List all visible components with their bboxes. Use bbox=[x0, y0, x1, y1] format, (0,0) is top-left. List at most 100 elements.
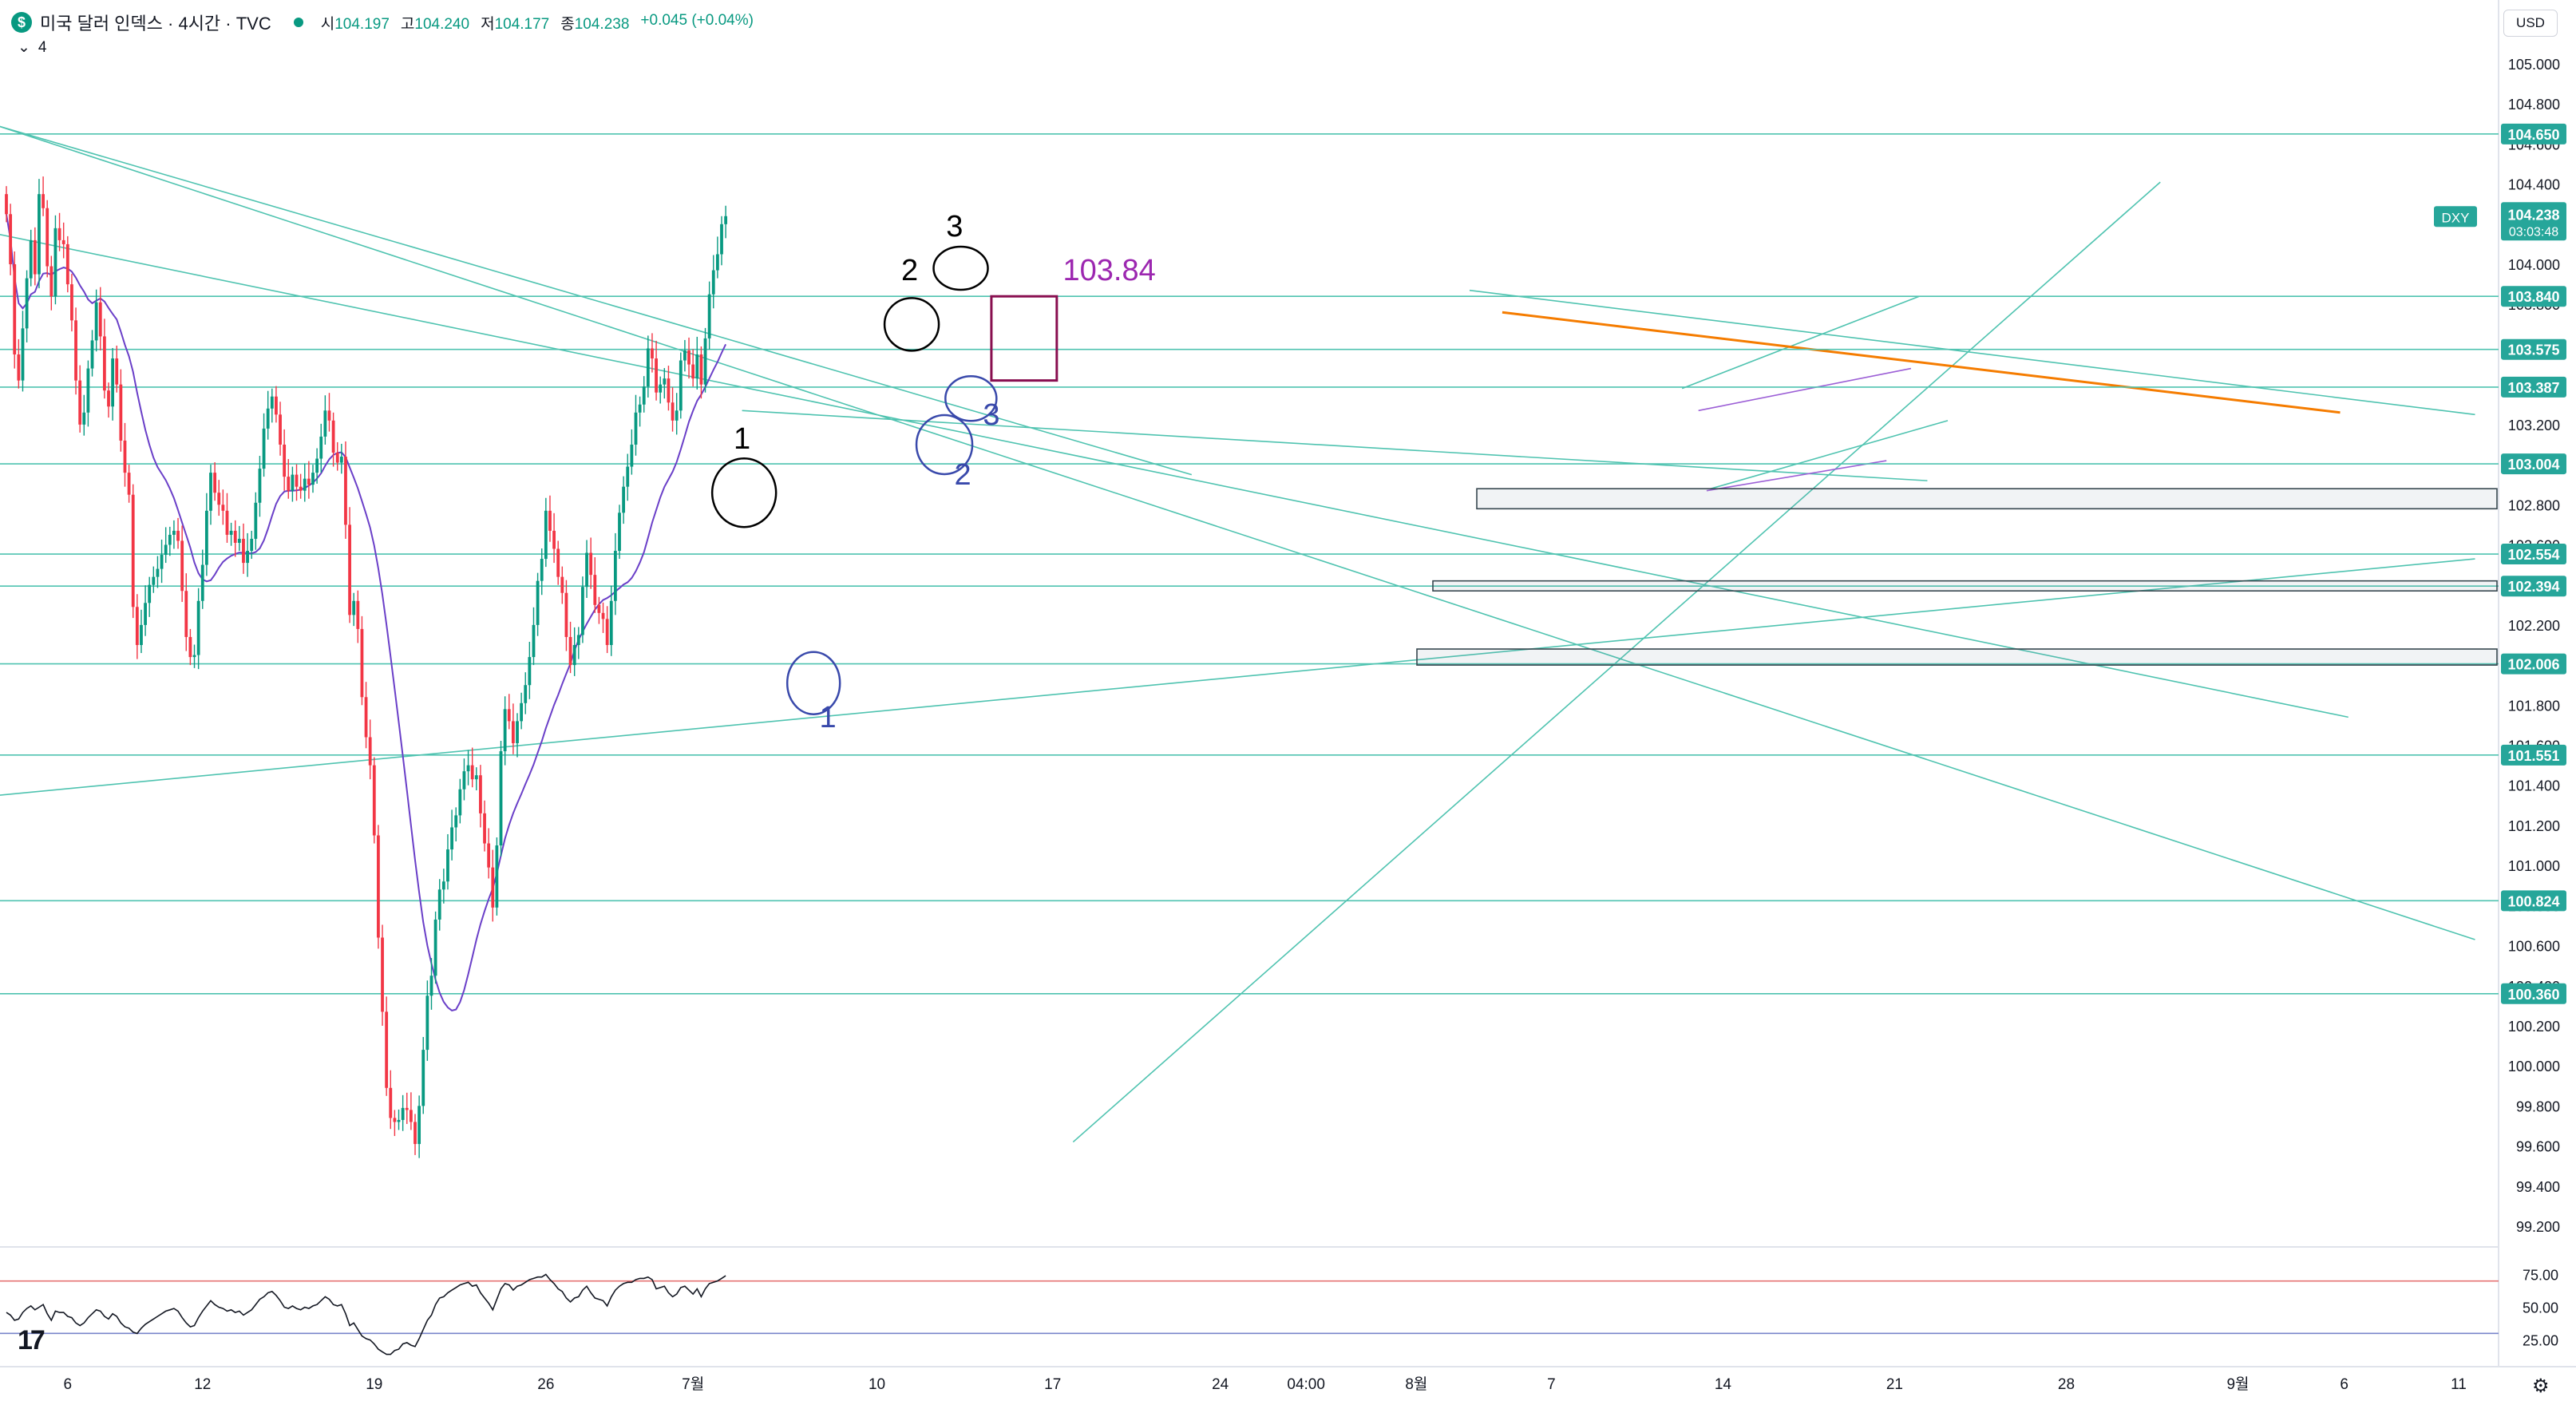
candle-body bbox=[115, 358, 119, 385]
symbol-title[interactable]: 미국 달러 인덱스 · 4시간 · TVC bbox=[40, 14, 271, 34]
candle-body bbox=[466, 765, 470, 772]
candle-body bbox=[536, 580, 540, 625]
current-price-box bbox=[2501, 202, 2566, 241]
candle-body bbox=[458, 789, 462, 816]
candle-body bbox=[572, 645, 576, 666]
candle-body bbox=[315, 458, 319, 473]
candle-body bbox=[576, 635, 580, 645]
candle-body bbox=[724, 216, 728, 224]
level-label-box bbox=[2501, 123, 2566, 144]
candle-body bbox=[671, 402, 675, 421]
candle-body bbox=[707, 294, 711, 338]
close-value: 104.238 bbox=[574, 15, 630, 33]
purple-trendline bbox=[1698, 367, 1912, 412]
candle-body bbox=[196, 600, 200, 655]
low-value: 104.177 bbox=[494, 15, 550, 33]
candle-body bbox=[319, 436, 323, 459]
candle-body bbox=[46, 208, 49, 267]
time-tick-label: 28 bbox=[2058, 1376, 2075, 1393]
indicator-count: 4 bbox=[38, 38, 47, 56]
blue-circle-2 bbox=[915, 414, 974, 476]
candle-body bbox=[70, 284, 73, 321]
candle-body bbox=[275, 396, 278, 415]
candle-body bbox=[568, 636, 572, 666]
candle-body bbox=[287, 477, 291, 491]
candle-body bbox=[25, 278, 29, 329]
candles-layer bbox=[5, 176, 728, 1158]
rsi-line bbox=[6, 1273, 726, 1355]
candle-body bbox=[483, 813, 486, 844]
candle-body bbox=[683, 350, 687, 361]
high-value: 104.240 bbox=[414, 15, 470, 33]
candle-body bbox=[715, 254, 719, 271]
time-tick-label: 19 bbox=[366, 1376, 382, 1393]
candle-body bbox=[479, 775, 482, 813]
symbol-tag-box bbox=[2434, 206, 2477, 228]
candle-body bbox=[695, 354, 699, 379]
target-box-label: 103.84 bbox=[1063, 254, 1156, 287]
candle-body bbox=[246, 551, 249, 564]
price-tick-label: 101.400 bbox=[2508, 778, 2560, 794]
candle-body bbox=[507, 709, 511, 722]
candle-body bbox=[368, 737, 372, 766]
indicators-toggle[interactable]: ⌄ 4 bbox=[18, 38, 47, 57]
candle-body bbox=[364, 697, 368, 738]
descending-trendline bbox=[1469, 289, 2475, 416]
chart-header: $ 미국 달러 인덱스 · 4시간 · TVC 시104.197 고104.24… bbox=[11, 8, 754, 37]
level-label-text: 104.650 bbox=[2507, 127, 2559, 143]
candle-body bbox=[266, 408, 270, 429]
candle-body bbox=[135, 607, 139, 645]
rsi-tick-label: 25.00 bbox=[2523, 1333, 2558, 1349]
horizontal-levels-layer bbox=[0, 133, 2499, 995]
candle-body bbox=[385, 1011, 389, 1088]
candle-body bbox=[111, 358, 115, 407]
channel-line bbox=[1681, 295, 1920, 390]
candle-body bbox=[348, 524, 351, 615]
candle-body bbox=[303, 478, 307, 491]
channel-line bbox=[1710, 420, 1949, 489]
price-tick-label: 99.200 bbox=[2516, 1219, 2560, 1235]
candle-body bbox=[663, 378, 667, 385]
close-label: 종 bbox=[560, 15, 575, 33]
gear-icon[interactable]: ⚙ bbox=[2532, 1375, 2550, 1397]
black-circle-3 bbox=[932, 245, 989, 291]
candle-body bbox=[352, 600, 356, 615]
market-status-dot bbox=[293, 18, 303, 27]
price-tick-label: 99.800 bbox=[2516, 1098, 2560, 1114]
level-label-box bbox=[2501, 338, 2566, 360]
candle-body bbox=[429, 976, 433, 996]
candle-body bbox=[57, 228, 61, 240]
level-label-text: 103.004 bbox=[2507, 457, 2559, 473]
candle-body bbox=[609, 600, 613, 645]
candle-body bbox=[164, 544, 168, 556]
blue-circle-3 bbox=[944, 374, 998, 422]
level-label-box bbox=[2501, 453, 2566, 475]
level-label-box bbox=[2501, 983, 2566, 1004]
tradingview-logo[interactable]: 17 bbox=[18, 1325, 46, 1355]
candle-body bbox=[356, 600, 360, 629]
blue-circle-label-2: 2 bbox=[955, 458, 971, 492]
currency-symbol-badge[interactable]: $ bbox=[11, 12, 32, 33]
candle-body bbox=[528, 657, 532, 686]
currency-button[interactable]: USD bbox=[2503, 10, 2558, 37]
candle-body bbox=[61, 239, 65, 244]
candle-body bbox=[495, 845, 499, 908]
candle-body bbox=[98, 302, 102, 337]
chevron-down-icon[interactable]: ⌄ bbox=[18, 39, 30, 56]
candle-body bbox=[405, 1107, 409, 1110]
candle-body bbox=[675, 410, 679, 421]
candle-body bbox=[82, 412, 86, 425]
candle-body bbox=[646, 348, 650, 387]
price-tick-label: 104.800 bbox=[2508, 97, 2560, 113]
candle-body bbox=[667, 378, 671, 403]
candle-body bbox=[687, 350, 690, 365]
price-tick-label: 105.000 bbox=[2508, 57, 2560, 73]
candle-body bbox=[601, 612, 605, 619]
rsi-pane: 75.00 50.00 25.00 bbox=[0, 1267, 2558, 1355]
candle-body bbox=[520, 702, 524, 722]
candle-body bbox=[225, 510, 229, 535]
target-box bbox=[990, 295, 1058, 382]
candle-body bbox=[524, 685, 528, 703]
black-circle-label-3: 3 bbox=[946, 210, 963, 243]
